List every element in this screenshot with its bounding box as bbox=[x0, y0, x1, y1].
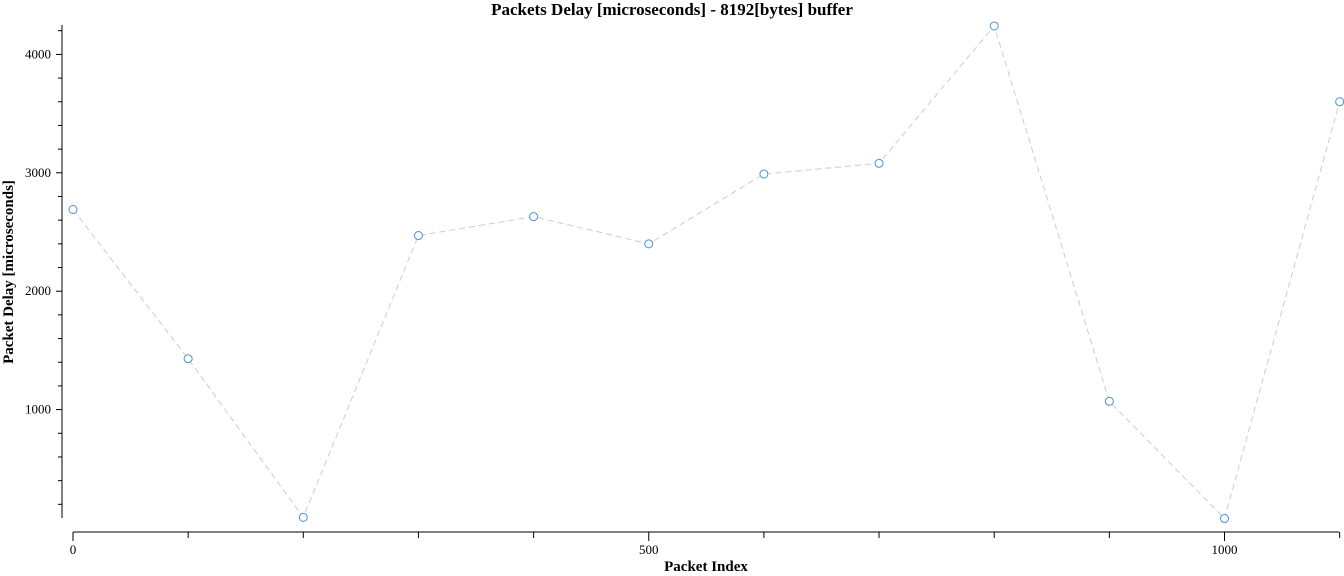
data-point bbox=[298, 512, 308, 522]
data-point bbox=[989, 21, 999, 31]
data-point bbox=[68, 205, 78, 215]
x-axis-label: Packet Index bbox=[664, 559, 748, 575]
x-tick-label: 500 bbox=[639, 542, 659, 557]
y-ticks: 1000 2000 3000 4000 bbox=[25, 30, 62, 505]
x-tick-label: 1000 bbox=[1212, 542, 1238, 557]
series-line bbox=[72, 24, 1341, 520]
y-tick-label: 4000 bbox=[25, 46, 51, 61]
data-point bbox=[1335, 97, 1344, 107]
data-points bbox=[68, 21, 1344, 524]
data-point bbox=[759, 169, 769, 179]
y-tick-label: 2000 bbox=[25, 283, 51, 298]
data-point bbox=[874, 158, 884, 168]
chart-title: Packets Delay [microseconds] - 8192[byte… bbox=[491, 0, 853, 19]
x-ticks: 0 500 1000 bbox=[70, 532, 1341, 557]
data-point bbox=[1104, 396, 1114, 406]
x-tick-label: 0 bbox=[70, 542, 77, 557]
y-tick-label: 3000 bbox=[25, 165, 51, 180]
data-point bbox=[183, 354, 193, 364]
y-axis-label: Packet Delay [microseconds] bbox=[1, 180, 17, 364]
y-tick-label: 1000 bbox=[25, 402, 51, 417]
data-point bbox=[413, 231, 423, 241]
data-point bbox=[1220, 514, 1229, 524]
data-point bbox=[529, 212, 539, 222]
data-point bbox=[644, 239, 654, 249]
